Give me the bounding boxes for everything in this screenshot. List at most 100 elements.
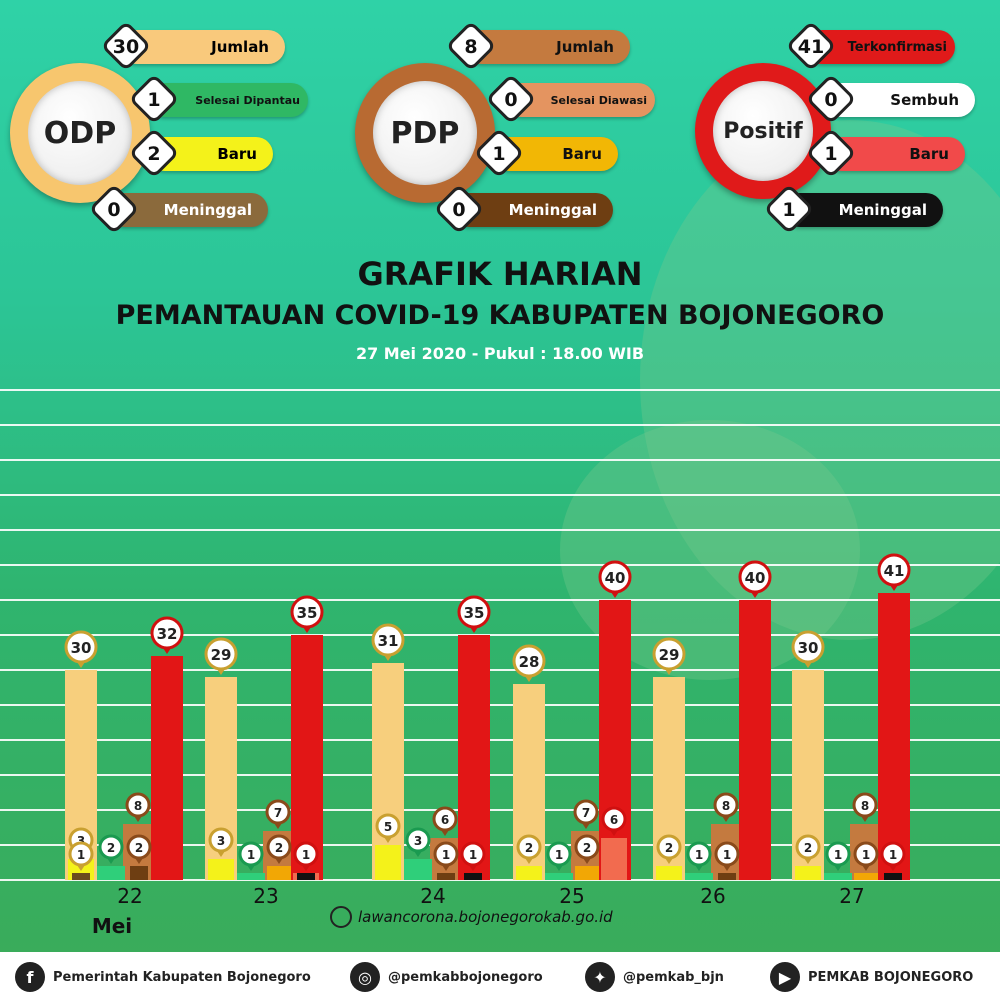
value-pin — [656, 834, 682, 860]
facebook-link[interactable]: f Pemerintah Kabupaten Bojonegoro — [15, 962, 311, 992]
value-pin — [574, 834, 600, 860]
category-label: 22 — [117, 884, 142, 908]
pdp-meninggal-value: 0 — [452, 199, 466, 221]
value-label: 41 — [884, 562, 905, 580]
facebook-label: Pemerintah Kabupaten Bojonegoro — [53, 969, 311, 985]
value-label: 1 — [442, 848, 450, 862]
value-label: 1 — [723, 848, 731, 862]
positif-ring-label: Positif — [713, 81, 813, 181]
value-label: 30 — [798, 639, 819, 657]
footer: f Pemerintah Kabupaten Bojonegoro ◎ @pem… — [0, 952, 1000, 1000]
positif-meninggal-pill: 1 Meninggal — [763, 183, 943, 235]
pdp-ring: PDP — [355, 63, 495, 203]
odp-selesai-pill: 1 Selesai Dipantau — [128, 73, 308, 125]
odp-jumlah-value: 30 — [112, 36, 140, 58]
category-label: 27 — [839, 884, 864, 908]
value-pin — [266, 834, 292, 860]
positif-baru-pill: 1 Baru — [805, 127, 965, 179]
value-label: 40 — [605, 569, 626, 587]
value-label: 6 — [441, 813, 449, 827]
positif-meninggal-label: Meninggal — [838, 201, 927, 219]
value-label: 1 — [862, 848, 870, 862]
value-label: 2 — [583, 841, 591, 855]
bar-odp_selesai — [545, 873, 573, 880]
website-link[interactable]: lawancorona.bojonegorokab.go.id — [330, 906, 613, 928]
bar-odp_selesai — [237, 873, 265, 880]
bar-positif_meninggal — [884, 873, 902, 880]
youtube-label: PEMKAB BOJONEGORO — [808, 969, 974, 985]
value-label: 7 — [274, 806, 282, 820]
value-pin — [714, 841, 740, 867]
value-label: 35 — [464, 604, 485, 622]
value-label: 30 — [71, 639, 92, 657]
pdp-ring-label: PDP — [373, 81, 477, 185]
value-label: 2 — [107, 841, 115, 855]
value-pin — [573, 799, 599, 825]
value-pin — [652, 637, 686, 671]
value-pin — [238, 841, 264, 867]
value-pin — [713, 792, 739, 818]
bar-odp_baru — [375, 845, 401, 880]
odp-selesai-label: Selesai Dipantau — [195, 93, 300, 107]
value-label: 1 — [555, 848, 563, 862]
odp-baru-label: Baru — [217, 145, 257, 163]
bar-pdp_baru — [267, 866, 291, 880]
bar-odp_selesai — [404, 859, 432, 880]
value-label: 7 — [582, 806, 590, 820]
positif-terkonfirmasi-value: 41 — [797, 36, 825, 58]
value-pin — [290, 595, 324, 629]
value-label: 28 — [519, 653, 540, 671]
value-label: 3 — [217, 834, 225, 848]
positif-meninggal-value: 1 — [782, 199, 796, 221]
value-label: 8 — [861, 799, 869, 813]
bar-odp_selesai — [824, 873, 852, 880]
bar-pdp_baru — [854, 873, 878, 880]
pdp-jumlah-value: 8 — [464, 36, 478, 58]
odp-meninggal-pill: 0 Meninggal — [88, 183, 268, 235]
positif-sembuh-value: 0 — [824, 89, 838, 111]
bar-positif_terkonfirmasi — [458, 635, 490, 880]
bar-pdp_other — [437, 873, 455, 880]
value-pin — [460, 841, 486, 867]
value-label: 2 — [275, 841, 283, 855]
pdp-baru-label: Baru — [562, 145, 602, 163]
chart-title: GRAFIK HARIAN — [357, 255, 643, 293]
youtube-link[interactable]: ▶ PEMKAB BOJONEGORO — [770, 962, 973, 992]
twitter-icon: ✦ — [585, 962, 615, 992]
value-label: 8 — [722, 799, 730, 813]
value-pin — [738, 560, 772, 594]
bar-odp_baru — [656, 866, 682, 880]
bar-positif_meninggal — [297, 873, 315, 880]
value-pin — [375, 813, 401, 839]
value-label: 35 — [297, 604, 318, 622]
globe-icon — [330, 906, 352, 928]
value-label: 2 — [804, 841, 812, 855]
value-pin — [512, 644, 546, 678]
value-label: 6 — [610, 813, 618, 827]
twitter-link[interactable]: ✦ @pemkab_bjn — [585, 962, 724, 992]
value-label: 1 — [834, 848, 842, 862]
bar-odp_baru — [516, 866, 542, 880]
pdp-jumlah-label: Jumlah — [556, 38, 614, 56]
odp-jumlah-label: Jumlah — [211, 38, 269, 56]
instagram-link[interactable]: ◎ @pemkabbojonegoro — [350, 962, 543, 992]
odp-baru-value: 2 — [147, 143, 161, 165]
chart-date: 27 Mei 2020 - Pukul : 18.00 WIB — [355, 344, 645, 363]
value-pin — [68, 841, 94, 867]
bar-positif_terkonfirmasi — [291, 635, 323, 880]
category-sublabel: Mei — [92, 914, 132, 938]
pdp-selesai-pill: 0 Selesai Diawasi — [485, 73, 655, 125]
value-label: 31 — [378, 632, 399, 650]
value-pin — [795, 834, 821, 860]
facebook-icon: f — [15, 962, 45, 992]
value-label: 3 — [77, 834, 85, 848]
pdp-selesai-label: Selesai Diawasi — [550, 93, 647, 107]
value-pin — [265, 799, 291, 825]
chart-subtitle: PEMANTAUAN COVID-19 KABUPATEN BOJONEGORO — [115, 300, 885, 331]
bar-positif_terkonfirmasi — [151, 656, 183, 880]
twitter-label: @pemkab_bjn — [623, 969, 724, 985]
value-pin — [877, 553, 911, 587]
instagram-label: @pemkabbojonegoro — [388, 969, 543, 985]
value-pin — [852, 792, 878, 818]
